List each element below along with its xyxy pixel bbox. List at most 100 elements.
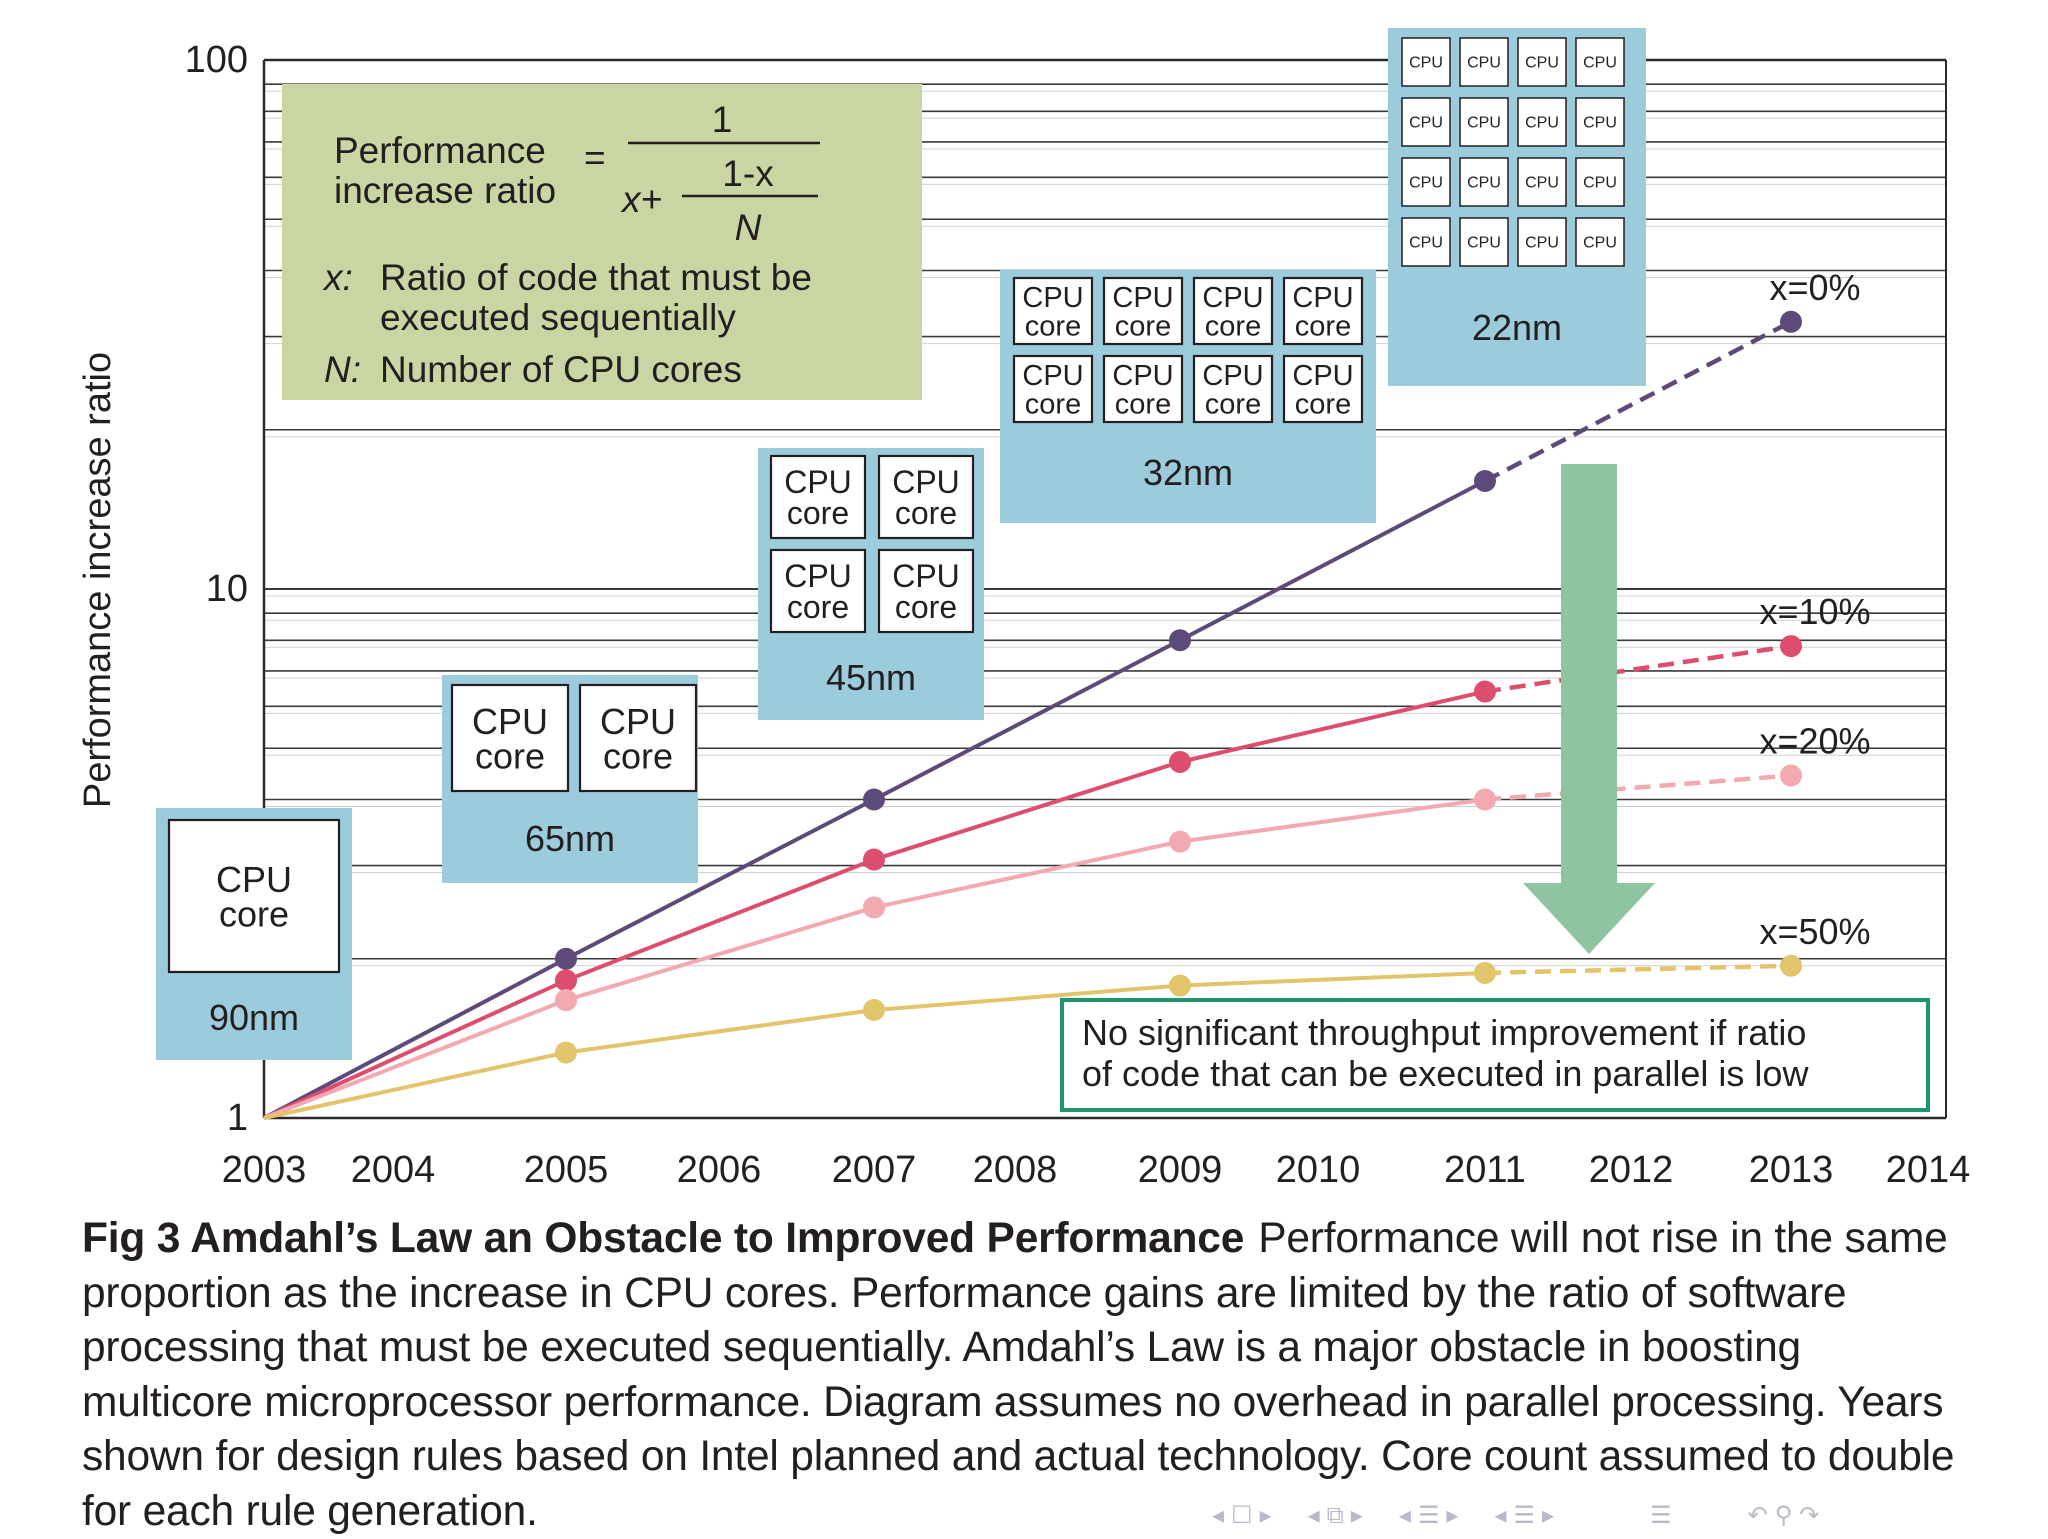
- series-point: [1474, 470, 1496, 493]
- prev-frame-icon[interactable]: ◂: [1212, 1501, 1225, 1529]
- cpu-core-label: CPU: [600, 701, 676, 742]
- cpu-core-label: CPU: [1202, 282, 1263, 314]
- y-tick-label: 10: [206, 568, 248, 610]
- x-tick-label: 2006: [677, 1149, 762, 1191]
- cpu-core-cell: [1192, 354, 1274, 424]
- series-point: [863, 848, 885, 871]
- series-point: [555, 989, 577, 1012]
- series-x=0%: x=0%: [263, 267, 1861, 1120]
- cpu-core-label: CPU: [472, 701, 548, 742]
- part-icon[interactable]: ☰: [1513, 1501, 1536, 1529]
- search-icon[interactable]: ⚲: [1774, 1501, 1793, 1529]
- process-node-label: 22nm: [1472, 307, 1562, 348]
- cpu-core-label: CPU: [1583, 175, 1617, 192]
- cpu-core-cell: [1192, 276, 1274, 346]
- cpu-core-label: CPU: [1525, 115, 1559, 132]
- subsection-icon[interactable]: ⧉: [1326, 1501, 1344, 1529]
- cpu-core-label: core: [219, 894, 289, 935]
- process-node-box: [1388, 28, 1646, 386]
- cpu-core-cell: [1517, 217, 1567, 267]
- cpu-core-label: CPU: [1409, 55, 1443, 72]
- cpu-core-label: CPU: [1583, 115, 1617, 132]
- cpu-core-label: CPU: [892, 464, 960, 500]
- series-point: [1169, 974, 1191, 997]
- cpu-core-label: CPU: [1112, 360, 1173, 392]
- cpu-core-label: core: [1205, 389, 1261, 421]
- series-x=10%: x=10%: [263, 591, 1871, 1120]
- series-projection-line: [1484, 643, 1792, 694]
- series-label: x=50%: [1759, 911, 1870, 952]
- series-point: [555, 947, 577, 970]
- series-label: x=0%: [1769, 267, 1860, 308]
- process-node-label: 32nm: [1143, 452, 1233, 493]
- caption-label: Fig 3 Amdahl’s Law an Obstacle to Improv…: [82, 1215, 1245, 1262]
- cpu-core-label: CPU: [1525, 55, 1559, 72]
- prev-subsection-icon[interactable]: ◂: [1307, 1501, 1320, 1529]
- x-tick-label: 2009: [1138, 1149, 1223, 1191]
- series-projection-line: [1484, 773, 1792, 802]
- caption-body: Performance will not rise in the same pr…: [82, 1215, 1955, 1535]
- cpu-core-label: CPU: [1583, 235, 1617, 252]
- formula-def-n-symbol: N:: [324, 349, 361, 390]
- x-tick-label: 2004: [351, 1149, 436, 1191]
- series-point: [863, 896, 885, 919]
- cpu-core-label: core: [1025, 389, 1081, 421]
- back-icon[interactable]: ↶: [1747, 1501, 1768, 1529]
- cpu-core-cell: [877, 454, 975, 540]
- outline-icon[interactable]: ☰: [1650, 1501, 1672, 1529]
- cpu-core-label: core: [1115, 389, 1171, 421]
- cpu-core-cell: [769, 548, 867, 634]
- series-point: [1474, 961, 1496, 984]
- cpu-core-cell: [1575, 217, 1625, 267]
- frame-icon[interactable]: ☐: [1231, 1501, 1253, 1529]
- prev-section-icon[interactable]: ◂: [1398, 1501, 1411, 1529]
- cpu-core-label: CPU: [1022, 360, 1083, 392]
- prev-part-icon[interactable]: ◂: [1494, 1501, 1507, 1529]
- cpu-core-cell: [578, 683, 698, 793]
- formula-def-x-line2: executed sequentially: [380, 297, 736, 338]
- series-point: [1169, 830, 1191, 853]
- next-subsection-icon[interactable]: ▸: [1350, 1501, 1363, 1529]
- series-point: [1474, 788, 1496, 811]
- formula-numerator: 1: [712, 99, 733, 140]
- series-point: [1780, 310, 1802, 333]
- chart-canvas: 1 10 100 Performance increase ratio 2003 2004…: [77, 28, 1970, 1191]
- cpu-core-cell: [450, 683, 570, 793]
- section-icon[interactable]: ☰: [1417, 1501, 1440, 1529]
- cpu-core-label: core: [603, 736, 673, 777]
- cpu-core-label: CPU: [1292, 282, 1353, 314]
- cpu-core-label: CPU: [1525, 175, 1559, 192]
- formula-def-n-text: Number of CPU cores: [380, 349, 742, 390]
- cpu-core-label: CPU: [1467, 175, 1501, 192]
- cpu-core-label: core: [787, 495, 849, 531]
- figure-caption: Fig 3 Amdahl’s Law an Obstacle to Improv…: [82, 1212, 1982, 1539]
- cpu-core-label: core: [1295, 389, 1351, 421]
- cpu-core-cell: [1401, 37, 1451, 87]
- cpu-core-label: CPU: [1467, 115, 1501, 132]
- forward-icon[interactable]: ↷: [1799, 1501, 1820, 1529]
- x-tick-label: 2011: [1444, 1149, 1526, 1191]
- formula-inner-denominator: N: [735, 207, 762, 248]
- formula-def-x-line1: Ratio of code that must be: [380, 257, 812, 298]
- cpu-core-cell: [1282, 276, 1364, 346]
- cpu-core-cell: [1282, 354, 1364, 424]
- annotation-box: [1060, 998, 1930, 1112]
- next-part-icon[interactable]: ▸: [1542, 1501, 1555, 1529]
- series-point: [1474, 680, 1496, 703]
- cpu-core-cell: [1517, 157, 1567, 207]
- cpu-core-cell: [1459, 37, 1509, 87]
- cpu-core-cell: [1575, 37, 1625, 87]
- cpu-core-cell: [1401, 97, 1451, 147]
- cpu-core-label: CPU: [1409, 235, 1443, 252]
- series-projection-line: [1483, 319, 1793, 484]
- cpu-core-cell: [1401, 217, 1451, 267]
- series-point: [555, 969, 577, 992]
- next-section-icon[interactable]: ▸: [1446, 1501, 1459, 1529]
- process-node-22nm: CPU CPU CPU CPU CPU CPU CPU CPU CPU CPU CPU CPU CPU C…: [1388, 28, 1646, 386]
- cpu-core-cell: [1575, 157, 1625, 207]
- annotation-line1: No significant throughput improvement if…: [1082, 1012, 1806, 1053]
- next-frame-icon[interactable]: ▸: [1259, 1501, 1272, 1529]
- cpu-core-label: CPU: [1467, 55, 1501, 72]
